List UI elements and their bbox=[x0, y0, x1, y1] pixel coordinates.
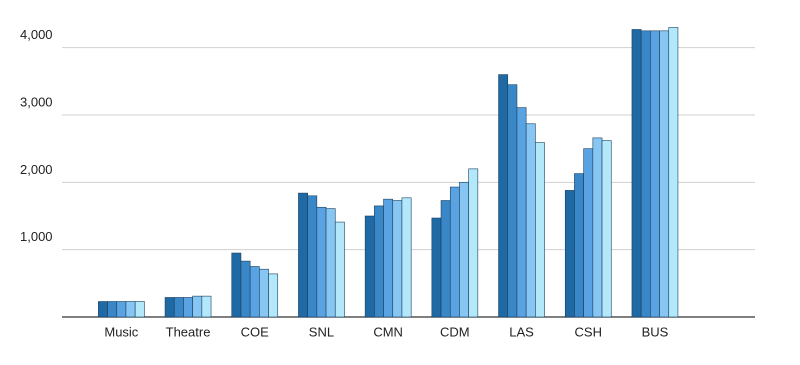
bar bbox=[192, 295, 203, 318]
x-tick-label: Theatre bbox=[166, 324, 211, 339]
x-tick-label: CSH bbox=[575, 324, 602, 339]
bar bbox=[383, 198, 394, 318]
bar bbox=[459, 182, 469, 318]
bar bbox=[316, 206, 327, 318]
bar bbox=[125, 301, 136, 318]
bar bbox=[401, 197, 412, 318]
bar bbox=[249, 266, 260, 318]
bar bbox=[431, 217, 442, 318]
bar bbox=[507, 84, 518, 318]
bar bbox=[98, 301, 108, 318]
y-tick-label: 1,000 bbox=[20, 229, 53, 244]
x-tick-label: CDM bbox=[440, 324, 470, 339]
bar bbox=[564, 190, 575, 318]
x-tick-label: BUS bbox=[642, 324, 669, 339]
bar bbox=[201, 295, 212, 318]
bar bbox=[116, 301, 127, 318]
bar bbox=[364, 215, 375, 318]
bar bbox=[583, 148, 594, 318]
bar bbox=[601, 140, 612, 318]
bar bbox=[107, 301, 118, 318]
bar bbox=[298, 192, 308, 318]
x-tick-label: SNL bbox=[309, 324, 334, 339]
bar bbox=[449, 186, 460, 318]
x-tick-label: COE bbox=[241, 324, 270, 339]
bar bbox=[134, 301, 145, 318]
bar bbox=[231, 252, 242, 318]
bar bbox=[574, 173, 584, 318]
y-tick-label: 3,000 bbox=[20, 94, 53, 109]
bar bbox=[334, 221, 345, 318]
bar bbox=[259, 268, 269, 318]
bar bbox=[498, 74, 509, 318]
bar bbox=[516, 107, 527, 318]
bar bbox=[525, 123, 536, 318]
bar bbox=[173, 297, 184, 318]
bar bbox=[374, 205, 384, 318]
bar bbox=[183, 297, 193, 318]
bar bbox=[392, 200, 403, 318]
x-tick-label: LAS bbox=[509, 324, 534, 339]
bar bbox=[268, 273, 279, 318]
bar bbox=[325, 208, 336, 318]
bar bbox=[240, 260, 251, 318]
bar bbox=[535, 142, 545, 318]
bar bbox=[640, 30, 651, 318]
bar bbox=[659, 30, 670, 318]
bar bbox=[592, 137, 603, 318]
bar bbox=[164, 297, 175, 318]
bar bbox=[468, 168, 479, 318]
x-tick-label: Music bbox=[104, 324, 138, 339]
bar bbox=[668, 27, 679, 318]
bar bbox=[440, 200, 451, 318]
bar bbox=[631, 29, 642, 318]
bar bbox=[307, 195, 318, 318]
x-tick-label: CMN bbox=[373, 324, 403, 339]
bar bbox=[650, 30, 660, 318]
y-tick-label: 2,000 bbox=[20, 162, 53, 177]
y-tick-label: 4,000 bbox=[20, 27, 53, 42]
